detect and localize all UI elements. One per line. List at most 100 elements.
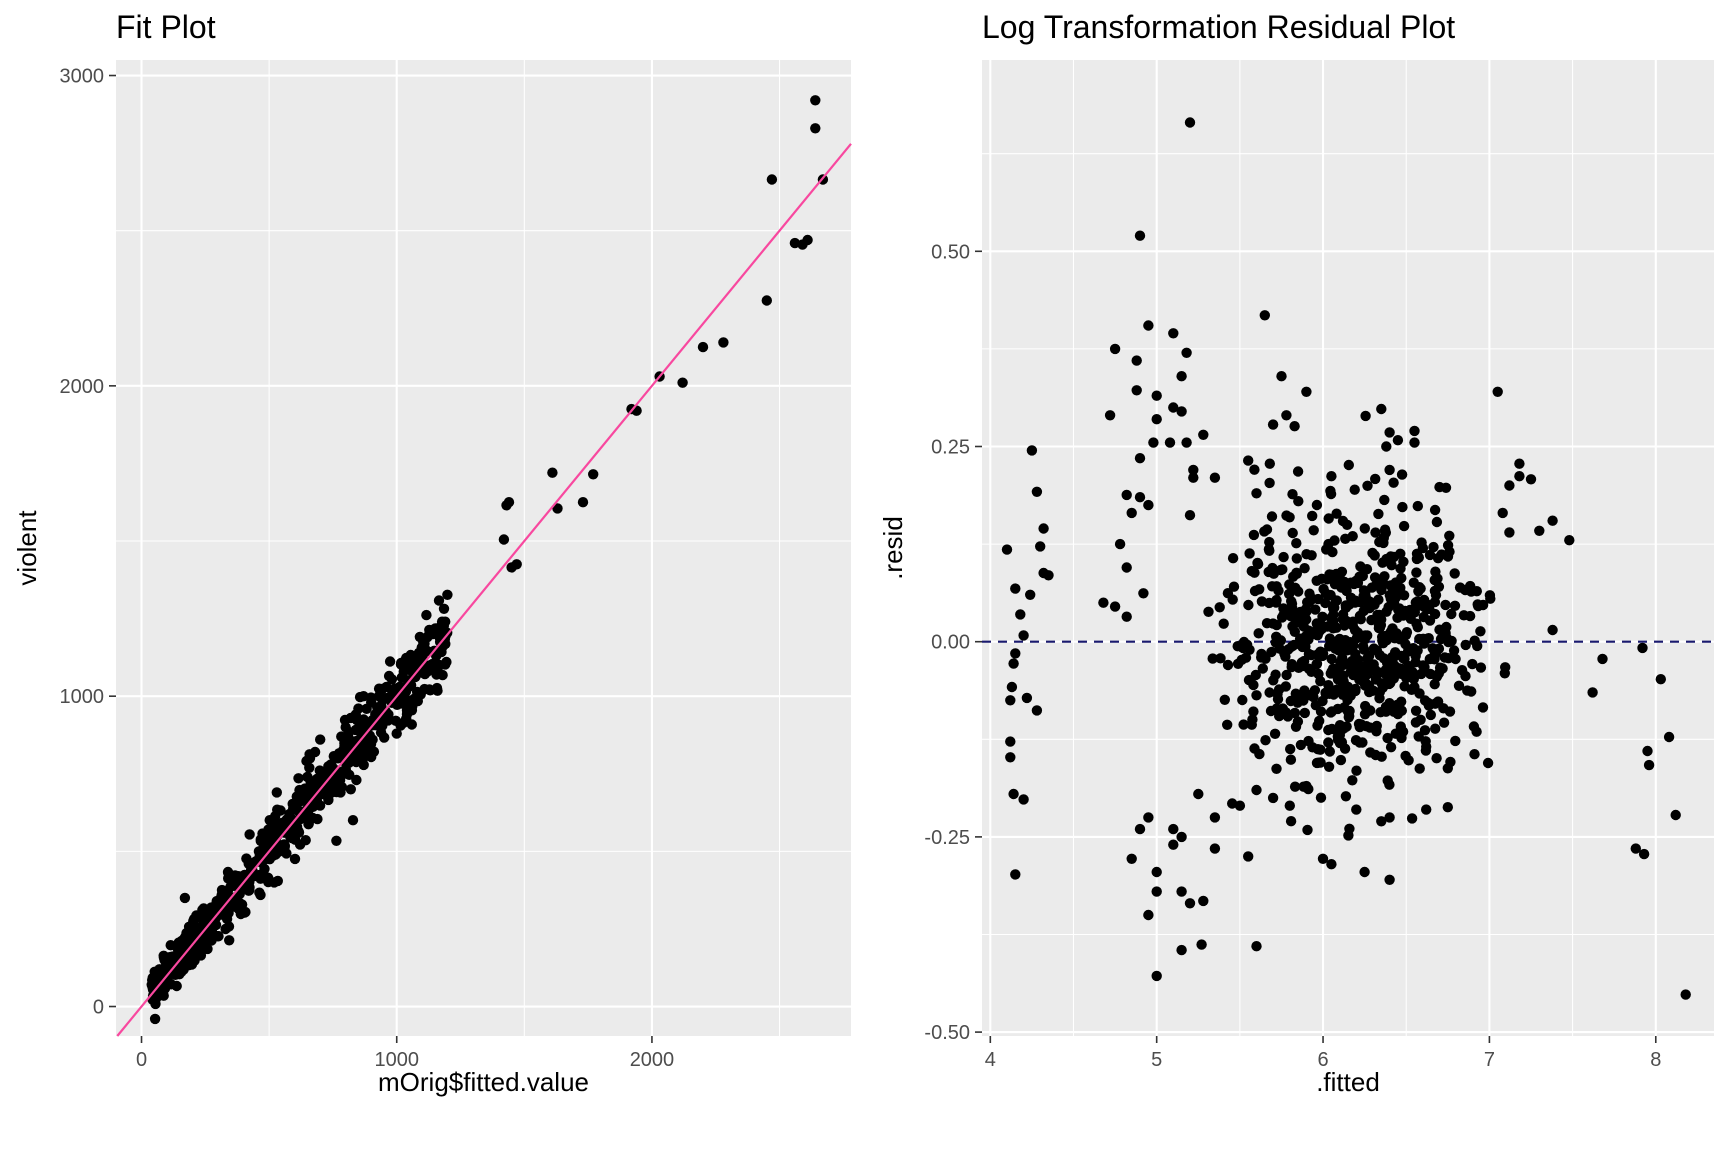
residual-plot-point <box>1443 636 1454 648</box>
residual-plot-point <box>1278 603 1289 614</box>
residual-plot-point <box>1406 609 1417 620</box>
residual-plot-point <box>1390 577 1402 588</box>
residual-plot-point <box>1259 310 1271 321</box>
residual-plot-point <box>1392 612 1403 623</box>
residual-plot-point <box>1442 551 1454 562</box>
residual-plot-point <box>1293 496 1304 507</box>
residual-plot-point <box>1104 410 1116 421</box>
residual-plot-point <box>1421 804 1432 815</box>
residual-plot-point <box>1148 437 1159 448</box>
residual-plot-point <box>1397 726 1409 737</box>
fit-plot-point <box>244 882 255 893</box>
residual-plot-point <box>1406 813 1418 824</box>
residual-plot-point <box>1188 464 1199 476</box>
residual-plot-point <box>1397 501 1408 513</box>
residual-plot-ticks: 4 5 6 7 8 -0.50 -0.25 0.00 0.25 0.50 <box>924 241 1661 1071</box>
fit-plot-point <box>354 691 366 703</box>
residual-plot-point <box>1492 386 1503 397</box>
residual-plot-point <box>1424 603 1435 615</box>
residual-plot-point <box>1008 788 1019 800</box>
residual-plot-point <box>1460 639 1471 651</box>
fit-plot-x-tick-label: 0 <box>136 1049 147 1071</box>
residual-plot-point <box>1264 687 1275 698</box>
residual-plot-point <box>1534 525 1545 536</box>
fit-plot-point <box>395 720 406 731</box>
residual-plot-point <box>1347 531 1358 542</box>
residual-plot-point <box>1359 866 1370 878</box>
residual-plot-point <box>1261 618 1273 629</box>
residual-plot-x-tick-label: 8 <box>1650 1049 1661 1071</box>
residual-plot-point <box>1306 550 1317 561</box>
residual-plot-point <box>1176 406 1187 417</box>
residual-plot-point <box>1381 441 1392 452</box>
residual-plot-point <box>1429 504 1441 516</box>
fit-plot-point <box>810 95 821 106</box>
residual-plot-point <box>1410 717 1422 728</box>
residual-plot-point <box>1357 641 1369 652</box>
residual-plot-point <box>1466 686 1477 697</box>
residual-plot-point <box>1431 516 1443 528</box>
residual-plot-point <box>1243 455 1254 466</box>
fit-plot-point <box>718 337 729 348</box>
fit-plot-point <box>177 959 188 970</box>
residual-plot-point <box>1227 798 1238 809</box>
residual-plot-point <box>1276 371 1287 382</box>
residual-plot-point <box>1446 608 1457 620</box>
fit-plot-x-tick-label: 2000 <box>630 1049 675 1071</box>
fit-plot-point <box>345 784 356 795</box>
residual-plot-point <box>1289 626 1301 637</box>
residual-plot-point <box>1010 583 1021 594</box>
residual-plot-point <box>1271 763 1282 774</box>
residual-plot-point <box>1164 437 1176 448</box>
fit-plot-point <box>434 622 445 633</box>
residual-plot-point <box>1471 726 1482 737</box>
residual-plot-point <box>1176 886 1187 897</box>
residual-plot-point <box>1250 669 1262 681</box>
residual-plot-y-tick-label: 0.00 <box>931 632 970 654</box>
residual-plot-point <box>1351 804 1362 815</box>
fit-plot-point <box>503 497 515 508</box>
residual-plot-point <box>1430 698 1441 709</box>
residual-plot-point <box>1005 695 1016 706</box>
fit-plot-point <box>224 935 235 946</box>
fit-plot-point <box>419 636 430 648</box>
residual-plot-point <box>1311 757 1323 769</box>
fit-plot-point <box>577 497 589 508</box>
residual-plot-y-tick-label: -0.25 <box>924 827 970 849</box>
residual-plot-point <box>1344 823 1355 834</box>
residual-plot-point <box>1384 464 1395 476</box>
fit-plot-point <box>498 534 510 545</box>
residual-plot-point <box>1384 590 1396 601</box>
residual-plot-point <box>1143 320 1154 331</box>
residual-plot-point <box>1295 606 1306 618</box>
residual-plot-point <box>1274 710 1285 722</box>
residual-plot-point <box>1374 650 1386 661</box>
residual-plot-point <box>1410 705 1422 716</box>
residual-plot-point <box>1364 686 1375 698</box>
residual-plot-point <box>1373 594 1384 605</box>
residual-plot-point <box>1320 687 1331 698</box>
residual-plot-point <box>1376 751 1387 762</box>
fit-plot-point <box>303 810 314 821</box>
residual-plot-point <box>1134 492 1146 503</box>
fit-plot-point <box>766 174 778 185</box>
residual-plot-point <box>1504 480 1515 491</box>
residual-plot-point <box>1138 588 1149 599</box>
residual-plot-point <box>1264 597 1275 609</box>
residual-plot-point <box>1382 775 1393 786</box>
residual-plot-point <box>1464 610 1476 622</box>
residual-plot-x-tick-label: 6 <box>1317 1049 1328 1071</box>
residual-plot-point <box>1362 630 1373 641</box>
residual-plot-point <box>1143 909 1154 921</box>
residual-plot-point <box>1349 625 1361 636</box>
residual-plot-point <box>1363 602 1374 614</box>
residual-plot-point <box>1364 722 1376 733</box>
residual-plot-point <box>1168 402 1179 413</box>
fit-plot-x-tick-label: 1000 <box>374 1049 419 1071</box>
residual-plot-point <box>1394 603 1405 614</box>
residual-plot-point <box>1400 629 1412 641</box>
residual-plot-point <box>1198 895 1209 907</box>
residual-plot-point <box>1409 425 1420 437</box>
residual-plot-point <box>1215 653 1226 664</box>
residual-plot-point <box>1282 711 1294 722</box>
